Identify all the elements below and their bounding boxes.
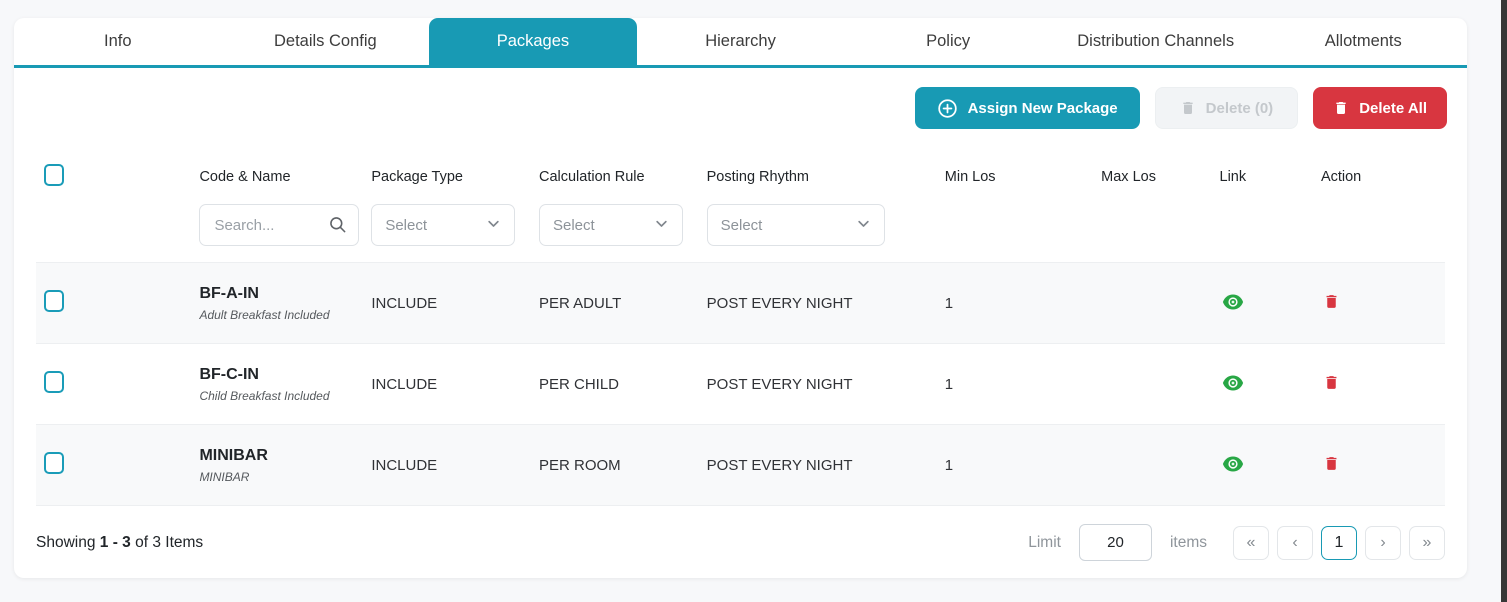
- max-los-cell: [1101, 263, 1219, 344]
- column-header-code-name: Code & Name: [199, 169, 291, 185]
- delete-selected-button[interactable]: Delete (0): [1154, 87, 1299, 129]
- link-view-button[interactable]: [1220, 372, 1246, 397]
- tab-distribution-channels[interactable]: Distribution Channels: [1077, 32, 1235, 50]
- table-row: BF-A-IN Adult Breakfast Included INCLUDE…: [36, 262, 1445, 344]
- header-row: Code & Name Package Type Calculation Rul…: [36, 144, 1445, 202]
- chevron-down-icon: [856, 216, 871, 235]
- eye-icon: [1222, 455, 1244, 476]
- limit-input[interactable]: [1078, 524, 1152, 561]
- pagination-prev-button[interactable]: ‹: [1277, 525, 1313, 560]
- filter-row: Select Select Select: [36, 202, 1445, 263]
- posting-rhythm-filter-value: Select: [720, 216, 763, 234]
- trash-icon: [1333, 99, 1349, 117]
- packages-panel: Info Details Config Packages Hierarchy P…: [14, 18, 1467, 578]
- package-type-cell: INCLUDE: [371, 375, 438, 393]
- trash-icon: [1180, 99, 1196, 117]
- search-icon: [328, 215, 347, 238]
- calculation-rule-cell: PER ROOM: [538, 456, 621, 474]
- column-header-calculation-rule: Calculation Rule: [538, 169, 645, 185]
- assign-new-package-label: Assign New Package: [967, 99, 1118, 117]
- package-type-cell: INCLUDE: [371, 294, 438, 312]
- eye-icon: [1222, 293, 1244, 314]
- table-row: MINIBAR MINIBAR INCLUDE PER ROOM POST EV…: [36, 424, 1445, 506]
- delete-selected-label: Delete (0): [1205, 99, 1274, 117]
- row-checkbox[interactable]: [44, 371, 64, 393]
- packages-table: Code & Name Package Type Calculation Rul…: [36, 144, 1445, 506]
- showing-summary: Showing 1 - 3 of 3 Items: [36, 534, 203, 552]
- table-footer: Showing 1 - 3 of 3 Items Limit items « ‹…: [14, 506, 1467, 561]
- max-los-cell: [1101, 425, 1219, 506]
- chevron-down-icon: [654, 216, 669, 235]
- link-view-button[interactable]: [1220, 453, 1246, 478]
- plus-circle-icon: [937, 98, 958, 119]
- assign-new-package-button[interactable]: Assign New Package: [914, 87, 1140, 129]
- column-header-min-los: Min Los: [944, 169, 996, 185]
- tab-policy[interactable]: Policy: [926, 32, 971, 50]
- chevron-down-icon: [486, 216, 501, 235]
- delete-row-button[interactable]: [1321, 290, 1342, 316]
- showing-range: 1 - 3: [99, 533, 131, 551]
- select-all-checkbox[interactable]: [44, 164, 64, 186]
- delete-row-button[interactable]: [1321, 452, 1342, 478]
- trash-icon: [1323, 454, 1340, 476]
- row-checkbox[interactable]: [44, 452, 64, 474]
- pagination-first-button[interactable]: «: [1233, 525, 1269, 560]
- pagination-page-1-button[interactable]: 1: [1321, 525, 1357, 560]
- calculation-rule-cell: PER CHILD: [538, 375, 620, 393]
- min-los-cell: 1: [944, 375, 954, 393]
- package-type-filter-value: Select: [385, 216, 428, 234]
- calculation-rule-filter-value: Select: [552, 216, 595, 234]
- package-name: Child Breakfast Included: [199, 388, 330, 403]
- column-header-max-los: Max Los: [1101, 169, 1156, 185]
- toolbar: Assign New Package Delete (0) Delete All: [14, 68, 1467, 144]
- calculation-rule-filter-select[interactable]: Select: [538, 204, 683, 246]
- column-header-package-type: Package Type: [371, 169, 463, 185]
- package-code: MINIBAR: [199, 446, 268, 464]
- showing-suffix: of 3 Items: [135, 533, 204, 551]
- delete-all-button[interactable]: Delete All: [1313, 87, 1447, 129]
- tab-bar: Info Details Config Packages Hierarchy P…: [14, 18, 1467, 68]
- code-name-search-input[interactable]: [199, 204, 360, 246]
- trash-icon: [1323, 292, 1340, 314]
- pagination: « ‹ 1 › »: [1233, 525, 1445, 560]
- delete-all-label: Delete All: [1359, 99, 1427, 117]
- min-los-cell: 1: [944, 456, 954, 474]
- package-name: MINIBAR: [199, 469, 250, 484]
- pagination-last-button[interactable]: »: [1409, 525, 1445, 560]
- column-header-posting-rhythm: Posting Rhythm: [706, 169, 809, 185]
- posting-rhythm-cell: POST EVERY NIGHT: [706, 375, 853, 393]
- tab-hierarchy[interactable]: Hierarchy: [705, 32, 776, 50]
- column-header-action: Action: [1320, 169, 1362, 185]
- eye-icon: [1222, 374, 1244, 395]
- row-checkbox[interactable]: [44, 290, 64, 312]
- tab-info[interactable]: Info: [104, 32, 132, 50]
- package-type-filter-select[interactable]: Select: [371, 204, 515, 246]
- package-code: BF-C-IN: [199, 365, 259, 383]
- column-header-link: Link: [1219, 169, 1247, 185]
- tab-details-config[interactable]: Details Config: [274, 32, 377, 50]
- link-view-button[interactable]: [1220, 291, 1246, 316]
- package-type-cell: INCLUDE: [371, 456, 438, 474]
- tab-allotments[interactable]: Allotments: [1324, 32, 1402, 50]
- package-code: BF-A-IN: [199, 284, 259, 302]
- calculation-rule-cell: PER ADULT: [538, 294, 622, 312]
- scrollbar[interactable]: [1501, 0, 1507, 602]
- max-los-cell: [1101, 344, 1219, 425]
- min-los-cell: 1: [944, 294, 954, 312]
- pagination-next-button[interactable]: ›: [1365, 525, 1401, 560]
- delete-row-button[interactable]: [1321, 371, 1342, 397]
- table-row: BF-C-IN Child Breakfast Included INCLUDE…: [36, 344, 1445, 425]
- posting-rhythm-filter-select[interactable]: Select: [706, 204, 885, 246]
- items-label: items: [1169, 533, 1207, 551]
- posting-rhythm-cell: POST EVERY NIGHT: [706, 456, 853, 474]
- limit-label: Limit: [1028, 533, 1061, 551]
- showing-prefix: Showing: [36, 533, 96, 551]
- package-name: Adult Breakfast Included: [199, 307, 330, 322]
- trash-icon: [1323, 373, 1340, 395]
- posting-rhythm-cell: POST EVERY NIGHT: [706, 294, 853, 312]
- tab-packages[interactable]: Packages: [429, 18, 637, 65]
